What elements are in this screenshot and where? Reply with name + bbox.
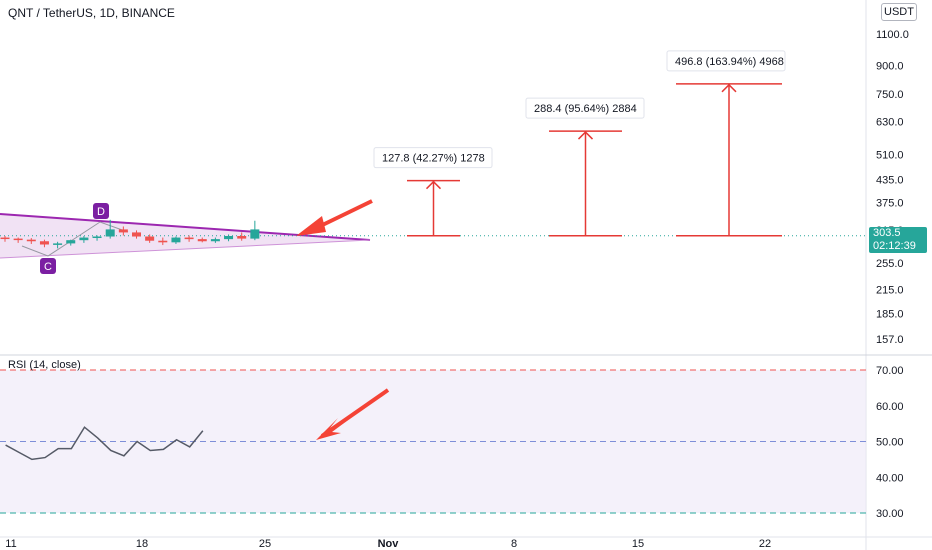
rsi-line [5,426,204,461]
candle-body [197,239,207,242]
rsi-tick-label: 70.00 [876,365,904,377]
price-tick-label: 185.0 [876,308,904,320]
rsi-tick-label: 40.00 [876,472,904,484]
candle-body [92,236,102,239]
candle-body [118,229,128,233]
target-label: 288.4 (95.64%) 2884 [534,103,637,115]
price-tick-label: 750.0 [876,89,904,101]
candle-body [171,237,181,243]
candle-body [224,235,234,240]
candle-body [184,237,194,240]
time-tick-label: 22 [759,538,771,550]
candle-body [250,229,260,239]
price-tick-label: 900.0 [876,60,904,72]
countdown: 02:12:39 [873,240,916,252]
time-tick-label: 18 [136,538,148,550]
candle-body [0,237,10,240]
price-tick-label: 1100.0 [876,29,909,41]
candle-body [13,238,23,241]
target-label: 496.8 (163.94%) 4968 [675,56,784,68]
pattern-marker [93,203,109,219]
pattern-marker [40,258,56,274]
target-label-box [666,50,786,72]
time-tick-label: 25 [259,538,271,550]
target-label-box [525,97,645,119]
last-price-tag: 303.5 02:12:39 [869,227,927,253]
price-tick-label: 435.0 [876,174,904,186]
apex-arrow-head [296,216,326,236]
rsi-arrow-shaft [320,388,390,438]
price-tick-label: 157.0 [876,334,904,346]
candle-body [237,235,247,239]
target-arrowhead [721,83,737,93]
price-tick-label: 255.0 [876,258,904,270]
candle-body [79,237,89,241]
rsi-label[interactable]: RSI (14, close) [8,359,81,371]
last-price: 303.5 [873,227,901,239]
candle-body [66,240,76,244]
candle-body [210,239,220,242]
price-tick-label: 510.0 [876,149,904,161]
candle-body [132,232,141,237]
currency-button[interactable]: USDT [881,3,917,21]
time-tick-label: 11 [5,538,16,550]
time-tick-label: 15 [632,538,644,550]
price-tick-label: 375.0 [876,198,904,210]
rsi-tick-label: 60.00 [876,401,904,413]
target-arrowhead [577,131,594,140]
time-tick-label: Nov [378,538,400,550]
target-label-box [373,147,493,169]
price-tick-label: 630.0 [876,116,904,128]
candle-body [158,240,168,243]
candle-body [39,241,49,245]
target-arrowhead [425,180,442,190]
target-label: 127.8 (42.27%) 1278 [382,153,485,165]
candle-body [145,236,155,241]
candle-body [53,243,63,245]
rsi-tick-label: 50.00 [876,437,904,449]
wedge-lower-line [0,239,371,259]
rsi-tick-label: 30.00 [876,508,904,520]
candle-body [26,239,36,242]
symbol-title[interactable]: QNT / TetherUS, 1D, BINANCE [8,6,175,20]
pattern-marker-label: D [97,206,105,218]
pattern-marker-label: C [44,261,52,273]
candle-body [105,229,115,237]
price-tick-label: 215.0 [876,285,904,297]
pattern-path [21,221,129,257]
time-tick-label: 8 [511,538,517,550]
